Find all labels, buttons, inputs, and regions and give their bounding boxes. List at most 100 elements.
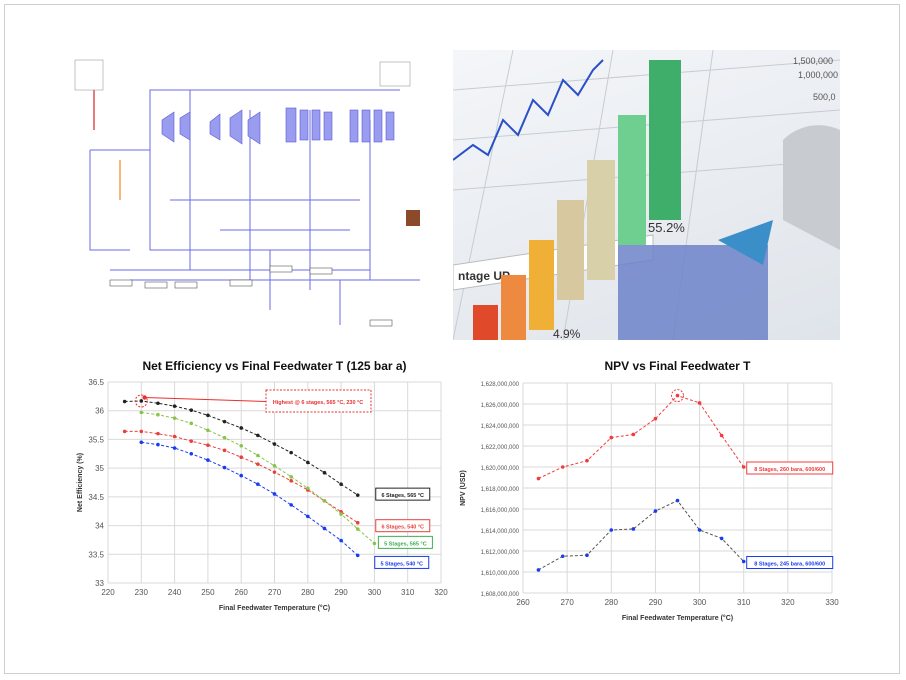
- slide-frame: [4, 4, 900, 674]
- y-tick-label: 35.5: [88, 435, 104, 444]
- data-point: [560, 465, 565, 469]
- y-tick-label: 1,616,000,000: [481, 508, 520, 514]
- data-point: [585, 553, 589, 557]
- data-point: [322, 470, 327, 475]
- data-point: [741, 465, 746, 469]
- data-point: [697, 528, 702, 532]
- highlight-circle: [671, 389, 684, 403]
- net-efficiency-chart: Net Efficiency vs Final Feedwater T (125…: [60, 350, 450, 622]
- data-point: [239, 473, 243, 478]
- data-point: [585, 458, 589, 463]
- data-point: [675, 393, 680, 398]
- x-tick-label: 260: [516, 598, 530, 607]
- data-point: [289, 450, 293, 455]
- data-point: [189, 451, 194, 456]
- data-point: [256, 482, 260, 487]
- data-point: [156, 442, 160, 447]
- data-point: [272, 470, 277, 474]
- data-point: [156, 401, 160, 406]
- x-axis-label: Final Feedwater Temperature (°C): [622, 614, 733, 622]
- data-point: [536, 476, 541, 481]
- series-label-box: [375, 519, 431, 533]
- data-point: [697, 401, 702, 405]
- y-tick-label: 1,624,000,000: [481, 424, 520, 430]
- data-point: [172, 416, 177, 420]
- data-point: [272, 442, 277, 446]
- data-point: [139, 410, 144, 415]
- annotation-box: [265, 389, 372, 413]
- data-point: [239, 426, 243, 430]
- data-point: [189, 408, 194, 412]
- x-tick-label: 270: [268, 588, 282, 597]
- y-tick-label: 1,626,000,000: [481, 403, 520, 409]
- data-point: [206, 428, 210, 433]
- data-point: [172, 446, 177, 450]
- series-label: 8 Stages, 245 bara, 600/600: [754, 562, 825, 568]
- series-line: [538, 499, 745, 571]
- percent-label: 55.2%: [648, 220, 685, 235]
- data-point: [122, 429, 127, 434]
- series-label: 5 Stages, 540 °C: [380, 561, 423, 567]
- data-point: [306, 486, 310, 491]
- data-point: [339, 512, 343, 516]
- y-tick-label: 36.5: [88, 378, 104, 387]
- x-tick-label: 320: [434, 588, 448, 597]
- data-point: [289, 503, 293, 507]
- data-point: [653, 509, 658, 513]
- x-axis-label: Final Feedwater Temperature (°C): [219, 604, 330, 612]
- series-line: [538, 395, 745, 480]
- banner-text: ntage UP: [458, 269, 510, 283]
- x-tick-label: 300: [368, 588, 382, 597]
- data-point: [272, 492, 277, 496]
- y-tick-label: 34.5: [88, 493, 104, 502]
- data-point: [653, 416, 658, 421]
- x-tick-label: 310: [737, 598, 751, 607]
- data-point: [355, 520, 360, 525]
- data-point: [189, 421, 194, 426]
- growth-chart-illustration: 1,500,000 1,000,000 500,0 ntage UP 55.2%…: [453, 50, 840, 340]
- data-point: [222, 419, 227, 424]
- data-point: [609, 528, 614, 532]
- y-axis-label: Net Efficiency (%): [77, 453, 84, 512]
- data-point: [609, 435, 614, 440]
- data-point: [239, 455, 243, 460]
- data-point: [560, 554, 565, 559]
- series-line: [141, 411, 375, 544]
- data-point: [536, 568, 541, 572]
- data-point: [156, 412, 160, 417]
- data-point: [719, 433, 724, 438]
- series-label: 6 Stages, 540 °C: [381, 525, 424, 531]
- data-point: [719, 536, 724, 541]
- power-plant-process-diagram: [70, 50, 446, 340]
- y-tick-label: 36: [95, 407, 104, 416]
- x-tick-label: 270: [560, 598, 574, 607]
- y-tick-label: 1,610,000,000: [481, 571, 520, 577]
- data-point: [339, 482, 343, 487]
- y-tick-label: 1,608,000,000: [481, 592, 520, 598]
- y-tick-label: 1,612,000,000: [481, 550, 520, 556]
- data-point: [222, 465, 227, 470]
- data-point: [256, 433, 260, 438]
- y-tick-label: 35: [95, 464, 104, 473]
- data-point: [206, 443, 210, 447]
- data-point: [256, 462, 260, 466]
- x-tick-label: 220: [101, 588, 115, 597]
- data-point: [139, 440, 144, 445]
- series-label-box: [377, 535, 433, 549]
- bottom-label: 4.9%: [553, 327, 581, 340]
- data-point: [289, 478, 293, 483]
- data-point: [122, 399, 127, 404]
- highlight-circle: [134, 394, 148, 408]
- process-flow-diagram: [74, 59, 420, 327]
- annotation-text: Highest @ 6 stages, 565 °C, 230 °C: [273, 400, 363, 406]
- series-line: [141, 441, 359, 556]
- series-label: 6 Stages, 565 °C: [381, 493, 424, 499]
- series-label-box: [746, 556, 834, 569]
- x-tick-label: 280: [301, 588, 315, 597]
- y-tick-label: 1,628,000,000: [481, 382, 520, 388]
- y-tick-label: 1,614,000,000: [481, 529, 520, 535]
- x-tick-label: 250: [201, 588, 215, 597]
- x-tick-label: 240: [168, 588, 182, 597]
- series-label-box: [375, 487, 431, 501]
- x-tick-label: 290: [334, 588, 348, 597]
